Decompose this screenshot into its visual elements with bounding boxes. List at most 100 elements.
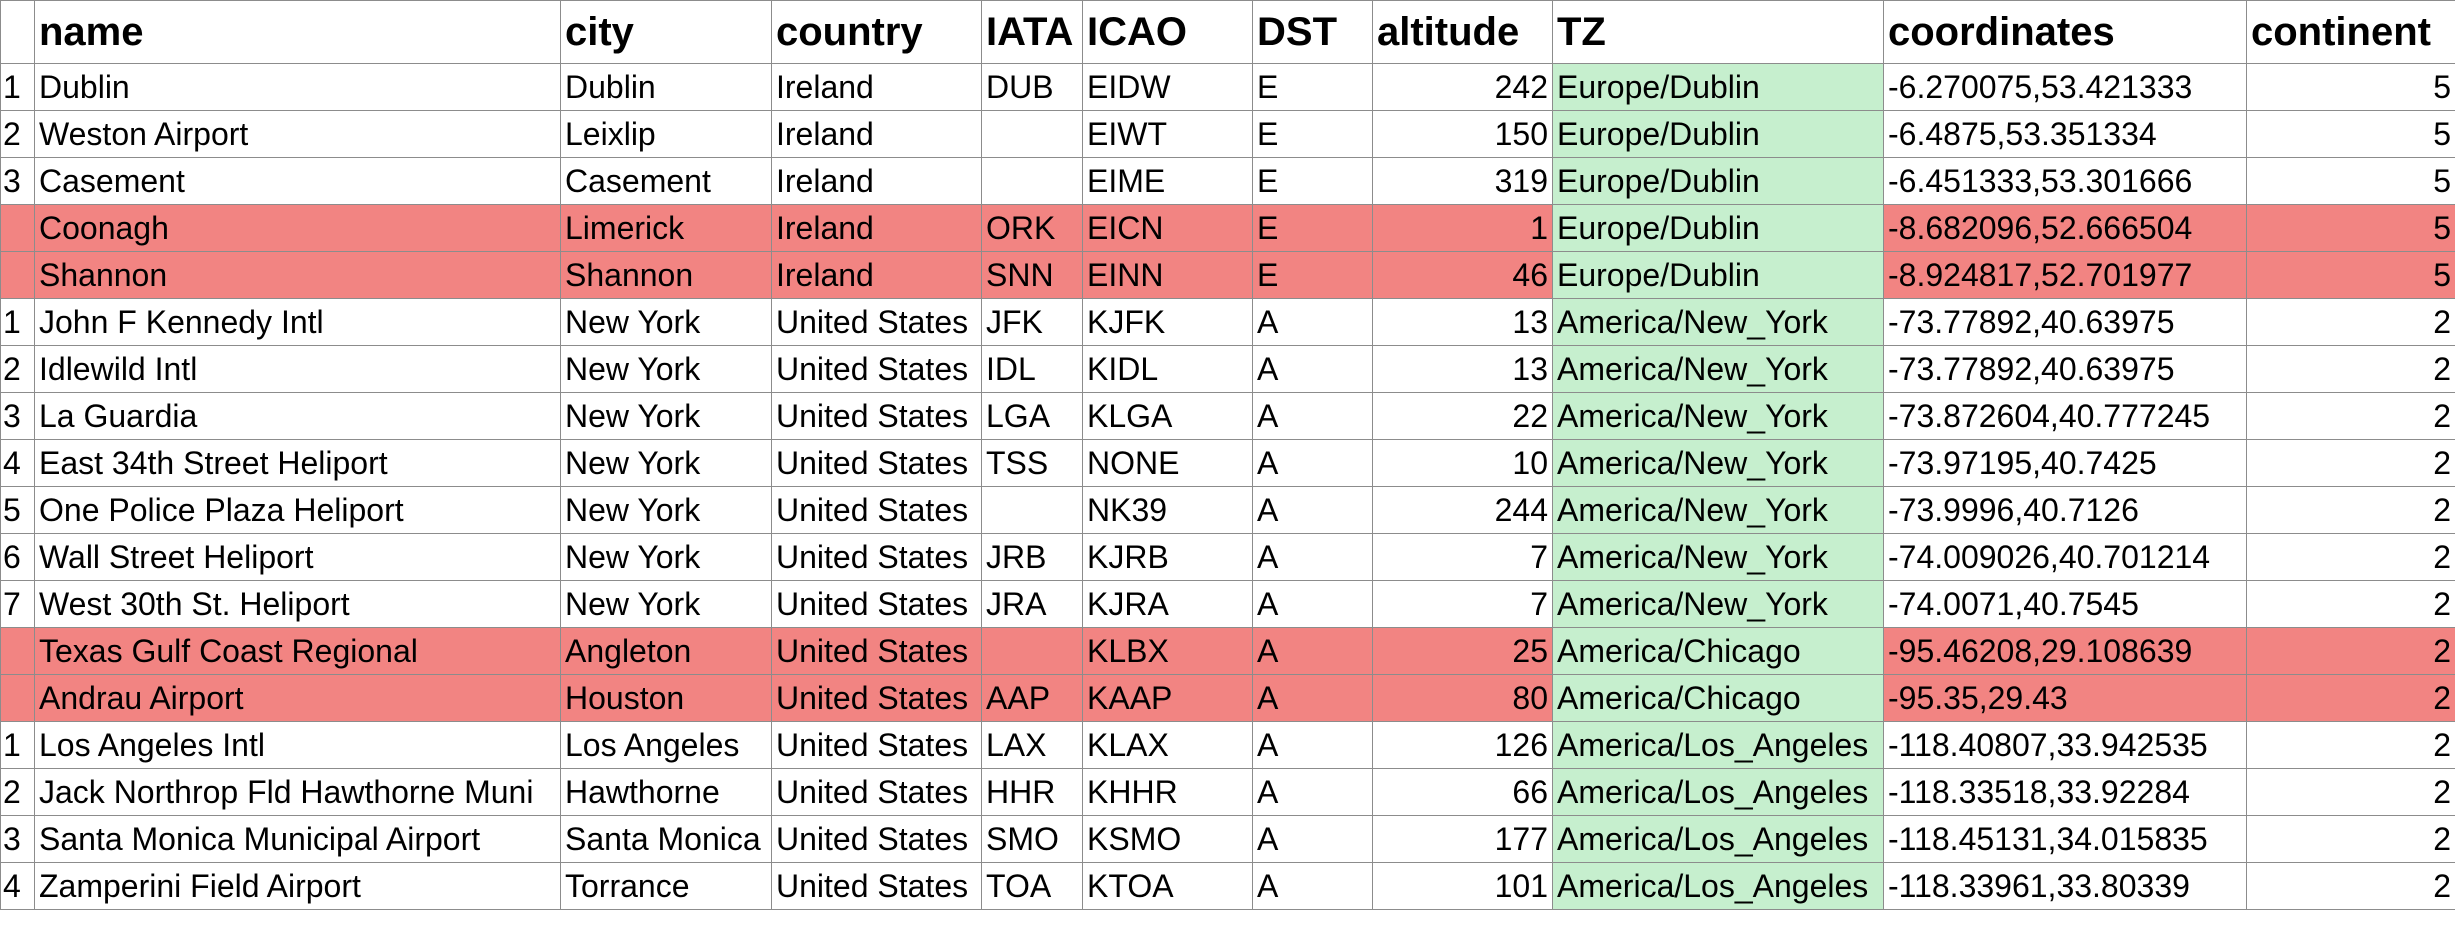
cell-altitude[interactable]: 244 <box>1372 486 1553 534</box>
cell-continent[interactable]: 2 <box>2246 580 2455 628</box>
cell-altitude[interactable]: 1 <box>1372 204 1553 252</box>
cell-icao[interactable]: KJRB <box>1082 533 1253 581</box>
cell-country[interactable]: United States <box>771 298 982 346</box>
cell-name[interactable]: Idlewild Intl <box>34 345 561 393</box>
cell-iata[interactable] <box>981 110 1083 158</box>
cell-altitude[interactable]: 7 <box>1372 580 1553 628</box>
cell-continent[interactable]: 2 <box>2246 439 2455 487</box>
cell-index[interactable]: 5 <box>0 486 35 534</box>
header-iata[interactable]: IATA <box>981 0 1083 64</box>
cell-city[interactable]: Casement <box>560 157 772 205</box>
cell-country[interactable]: United States <box>771 486 982 534</box>
cell-iata[interactable]: SNN <box>981 251 1083 299</box>
header-continent[interactable]: continent <box>2246 0 2455 64</box>
cell-city[interactable]: Torrance <box>560 862 772 910</box>
cell-continent[interactable]: 2 <box>2246 674 2455 722</box>
cell-iata[interactable]: JFK <box>981 298 1083 346</box>
cell-icao[interactable]: KAAP <box>1082 674 1253 722</box>
cell-continent[interactable]: 2 <box>2246 721 2455 769</box>
header-altitude[interactable]: altitude <box>1372 0 1553 64</box>
cell-tz[interactable]: America/Los_Angeles <box>1552 768 1884 816</box>
cell-name[interactable]: Zamperini Field Airport <box>34 862 561 910</box>
cell-coordinates[interactable]: -118.33961,33.80339 <box>1883 862 2247 910</box>
cell-iata[interactable] <box>981 627 1083 675</box>
cell-iata[interactable]: JRB <box>981 533 1083 581</box>
cell-icao[interactable]: KLGA <box>1082 392 1253 440</box>
cell-icao[interactable]: KTOA <box>1082 862 1253 910</box>
cell-dst[interactable]: A <box>1252 815 1373 863</box>
cell-dst[interactable]: A <box>1252 862 1373 910</box>
cell-index[interactable]: 3 <box>0 815 35 863</box>
cell-index[interactable]: 2 <box>0 110 35 158</box>
cell-iata[interactable] <box>981 486 1083 534</box>
cell-coordinates[interactable]: -73.97195,40.7425 <box>1883 439 2247 487</box>
cell-iata[interactable]: ORK <box>981 204 1083 252</box>
cell-icao[interactable]: EIDW <box>1082 63 1253 111</box>
cell-dst[interactable]: E <box>1252 110 1373 158</box>
cell-index[interactable]: 6 <box>0 533 35 581</box>
cell-coordinates[interactable]: -95.35,29.43 <box>1883 674 2247 722</box>
cell-country[interactable]: United States <box>771 533 982 581</box>
cell-name[interactable]: La Guardia <box>34 392 561 440</box>
cell-tz[interactable]: America/Los_Angeles <box>1552 721 1884 769</box>
cell-iata[interactable]: TOA <box>981 862 1083 910</box>
cell-tz[interactable]: America/New_York <box>1552 298 1884 346</box>
cell-altitude[interactable]: 46 <box>1372 251 1553 299</box>
cell-coordinates[interactable]: -6.270075,53.421333 <box>1883 63 2247 111</box>
cell-continent[interactable]: 5 <box>2246 110 2455 158</box>
cell-tz[interactable]: America/New_York <box>1552 580 1884 628</box>
cell-iata[interactable]: AAP <box>981 674 1083 722</box>
cell-icao[interactable]: KLBX <box>1082 627 1253 675</box>
cell-country[interactable]: United States <box>771 627 982 675</box>
cell-country[interactable]: Ireland <box>771 251 982 299</box>
cell-dst[interactable]: A <box>1252 768 1373 816</box>
cell-dst[interactable]: A <box>1252 674 1373 722</box>
cell-country[interactable]: United States <box>771 768 982 816</box>
cell-altitude[interactable]: 126 <box>1372 721 1553 769</box>
cell-coordinates[interactable]: -74.0071,40.7545 <box>1883 580 2247 628</box>
cell-country[interactable]: United States <box>771 815 982 863</box>
cell-dst[interactable]: E <box>1252 157 1373 205</box>
cell-city[interactable]: New York <box>560 439 772 487</box>
cell-index[interactable]: 1 <box>0 298 35 346</box>
cell-dst[interactable]: A <box>1252 298 1373 346</box>
cell-index[interactable]: 2 <box>0 345 35 393</box>
cell-coordinates[interactable]: -73.77892,40.63975 <box>1883 345 2247 393</box>
cell-continent[interactable]: 2 <box>2246 345 2455 393</box>
cell-tz[interactable]: Europe/Dublin <box>1552 110 1884 158</box>
cell-city[interactable]: New York <box>560 533 772 581</box>
cell-dst[interactable]: E <box>1252 63 1373 111</box>
cell-index[interactable]: 2 <box>0 768 35 816</box>
cell-iata[interactable]: IDL <box>981 345 1083 393</box>
cell-country[interactable]: United States <box>771 721 982 769</box>
cell-altitude[interactable]: 7 <box>1372 533 1553 581</box>
cell-name[interactable]: One Police Plaza Heliport <box>34 486 561 534</box>
cell-icao[interactable]: EINN <box>1082 251 1253 299</box>
header-tz[interactable]: TZ <box>1552 0 1884 64</box>
cell-tz[interactable]: America/New_York <box>1552 439 1884 487</box>
cell-city[interactable]: Shannon <box>560 251 772 299</box>
cell-icao[interactable]: KIDL <box>1082 345 1253 393</box>
cell-dst[interactable]: A <box>1252 580 1373 628</box>
cell-icao[interactable]: EICN <box>1082 204 1253 252</box>
cell-name[interactable]: Andrau Airport <box>34 674 561 722</box>
cell-index[interactable] <box>0 251 35 299</box>
cell-tz[interactable]: America/New_York <box>1552 345 1884 393</box>
cell-tz[interactable]: Europe/Dublin <box>1552 204 1884 252</box>
cell-name[interactable]: East 34th Street Heliport <box>34 439 561 487</box>
cell-tz[interactable]: America/Los_Angeles <box>1552 815 1884 863</box>
cell-coordinates[interactable]: -6.4875,53.351334 <box>1883 110 2247 158</box>
cell-index[interactable] <box>0 674 35 722</box>
cell-dst[interactable]: A <box>1252 627 1373 675</box>
cell-city[interactable]: Houston <box>560 674 772 722</box>
cell-altitude[interactable]: 177 <box>1372 815 1553 863</box>
cell-index[interactable]: 3 <box>0 392 35 440</box>
cell-name[interactable]: Texas Gulf Coast Regional <box>34 627 561 675</box>
cell-country[interactable]: United States <box>771 580 982 628</box>
cell-coordinates[interactable]: -8.682096,52.666504 <box>1883 204 2247 252</box>
cell-altitude[interactable]: 242 <box>1372 63 1553 111</box>
cell-icao[interactable]: KHHR <box>1082 768 1253 816</box>
cell-iata[interactable]: LGA <box>981 392 1083 440</box>
cell-city[interactable]: Los Angeles <box>560 721 772 769</box>
cell-city[interactable]: Santa Monica <box>560 815 772 863</box>
